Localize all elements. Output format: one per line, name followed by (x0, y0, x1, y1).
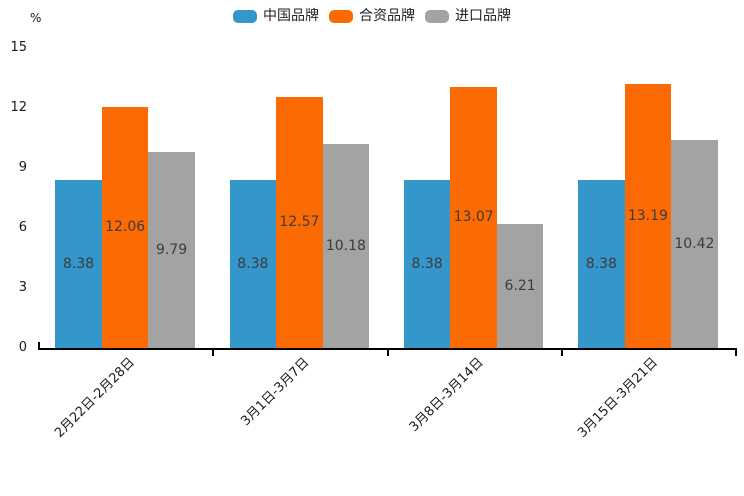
x-tick-label: 3月1日-3月7日 (237, 355, 312, 430)
bar-value-label: 6.21 (504, 277, 536, 294)
x-axis-tick (38, 342, 40, 350)
y-axis-unit-label: % (30, 11, 42, 25)
bar-value-label: 12.06 (105, 219, 146, 236)
x-axis-tick (212, 348, 215, 356)
y-tick-label: 9 (18, 160, 27, 175)
y-tick-label: 15 (10, 40, 27, 55)
bar-value-label: 9.79 (156, 242, 188, 259)
x-axis-tick (735, 348, 737, 356)
bar[interactable]: 8.38 (55, 180, 102, 348)
bar[interactable]: 8.38 (578, 180, 625, 348)
x-axis-tick (386, 348, 389, 356)
chart-legend: 中国品牌 合资品牌 进口品牌 (0, 8, 744, 25)
y-tick-label: 0 (18, 340, 27, 355)
bar[interactable]: 12.06 (101, 106, 149, 348)
y-tick-label: 6 (18, 220, 27, 235)
bar[interactable]: 10.18 (322, 144, 370, 348)
bar-value-label: 13.07 (453, 209, 494, 226)
bar-value-label: 8.38 (237, 256, 269, 273)
bar-value-label: 12.57 (279, 214, 320, 231)
y-tick-label: 3 (18, 280, 27, 295)
bar[interactable]: 8.38 (229, 180, 277, 348)
bar[interactable]: 6.21 (496, 223, 544, 348)
x-tick-label: 2月22日-2月28日 (51, 355, 138, 441)
x-tick-label: 3月8日-3月14日 (406, 355, 487, 435)
bar[interactable]: 13.19 (624, 84, 672, 348)
legend-swatch-icon (425, 10, 449, 23)
bar-value-label: 8.38 (585, 256, 617, 273)
legend-label: 中国品牌 (263, 8, 319, 24)
legend-item-china-brand[interactable]: 中国品牌 (233, 8, 319, 25)
bar[interactable]: 10.42 (671, 139, 718, 348)
bar-value-label: 8.38 (411, 256, 443, 273)
bar-value-label: 10.42 (674, 235, 715, 252)
bar[interactable]: 12.57 (276, 96, 323, 348)
legend-swatch-icon (233, 10, 257, 23)
x-tick-label: 3月15日-3月21日 (574, 355, 661, 441)
legend-item-import-brand[interactable]: 进口品牌 (425, 8, 511, 25)
bar-value-label: 13.19 (627, 208, 668, 225)
bar[interactable]: 9.79 (148, 152, 195, 348)
y-tick-label: 12 (10, 100, 27, 115)
bar[interactable]: 8.38 (403, 180, 451, 348)
x-axis-tick (560, 348, 563, 356)
legend-item-joint-venture-brand[interactable]: 合资品牌 (329, 8, 415, 25)
bar-value-label: 8.38 (63, 256, 95, 273)
bar[interactable]: 13.07 (450, 86, 497, 348)
legend-swatch-icon (329, 10, 353, 23)
bar-value-label: 10.18 (325, 238, 366, 255)
legend-label: 进口品牌 (455, 8, 511, 24)
legend-label: 合资品牌 (359, 8, 415, 24)
